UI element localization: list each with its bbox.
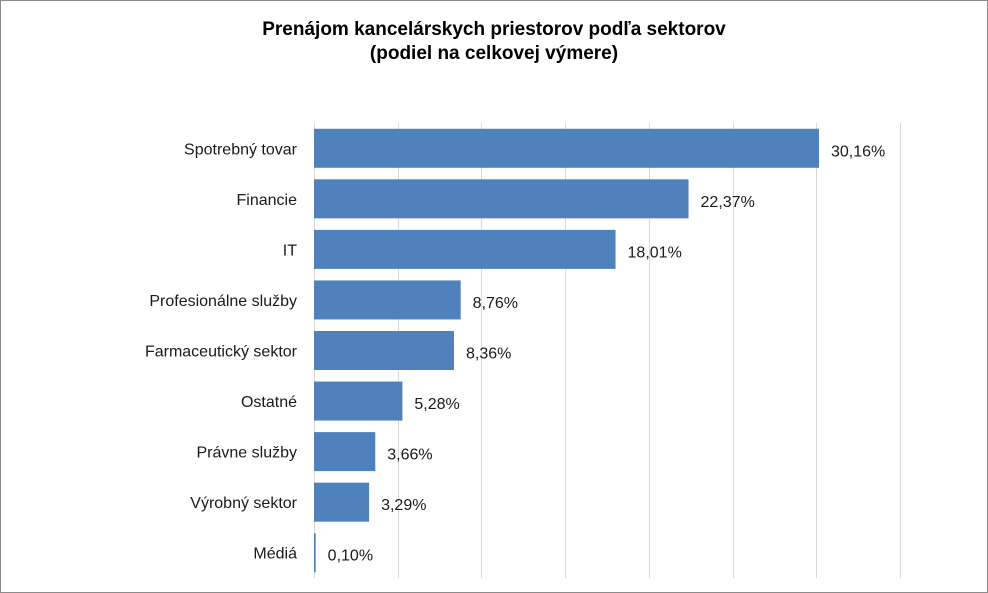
- category-label: Výrobný sektor: [190, 495, 297, 512]
- data-label: 8,76%: [473, 295, 518, 312]
- data-label: 18,01%: [628, 244, 682, 261]
- category-label: Spotrebný tovar: [184, 141, 298, 158]
- bar-0: [314, 128, 819, 168]
- category-label: Právne služby: [197, 445, 298, 462]
- data-label: 3,66%: [387, 447, 432, 464]
- data-label: 22,37%: [701, 194, 755, 211]
- category-label: Farmaceutický sektor: [145, 344, 298, 361]
- bar-1: [314, 179, 689, 219]
- category-label: Médiá: [253, 546, 297, 563]
- chart-title-line-1: Prenájom kancelárskych priestorov podľa …: [262, 19, 726, 40]
- bar-5: [314, 381, 403, 421]
- bar-7: [314, 482, 370, 522]
- bar-4: [314, 331, 454, 370]
- bar-3: [314, 280, 461, 320]
- data-label: 8,36%: [466, 346, 511, 363]
- data-label: 3,29%: [381, 497, 426, 514]
- bar-2: [314, 229, 616, 269]
- data-label: 5,28%: [414, 396, 459, 413]
- data-label: 30,16%: [831, 143, 885, 160]
- bar-6: [314, 432, 376, 472]
- bar-8: [314, 533, 316, 573]
- category-label: Profesionálne služby: [149, 293, 297, 310]
- category-label: Financie: [237, 192, 298, 209]
- data-label: 0,10%: [328, 548, 373, 565]
- chart-title: Prenájom kancelárskych priestorov podľa …: [0, 18, 988, 66]
- chart-title-line-2: (podiel na celkovej výmere): [369, 43, 619, 64]
- category-label: IT: [283, 242, 297, 259]
- category-label: Ostatné: [241, 394, 297, 411]
